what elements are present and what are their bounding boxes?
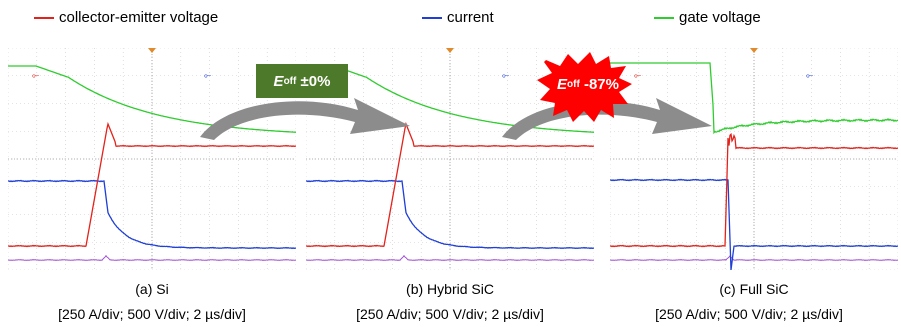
legend-label-current: current xyxy=(447,9,494,26)
marker-current: ⟜ xyxy=(806,71,813,81)
marker-vce: ⟜ xyxy=(634,71,641,81)
caption-hybrid-sic: (b) Hybrid SiC xyxy=(406,281,494,297)
marker-vce: ⟜ xyxy=(32,71,39,81)
caption-si: (a) Si xyxy=(135,281,169,297)
scope-panel-si: ⟜ ⟜ xyxy=(8,48,296,270)
legend-item-gate: gate voltage xyxy=(654,9,761,26)
scope-panel-hybrid-sic: ⟜⟜ xyxy=(306,48,594,270)
legend-label-gate: gate voltage xyxy=(679,9,761,26)
trigger-marker xyxy=(148,48,156,53)
legend-swatch-vce xyxy=(34,16,54,19)
series-line-aux xyxy=(610,255,898,261)
legend-item-current: current xyxy=(422,9,494,26)
eoff-value-hybrid: ±0% xyxy=(300,72,331,90)
scale-hybrid-sic: [250 A/div; 500 V/div; 2 µs/div] xyxy=(356,306,544,322)
scale-full-sic: [250 A/div; 500 V/div; 2 µs/div] xyxy=(655,306,843,322)
marker-current: ⟜ xyxy=(204,71,211,81)
trigger-marker xyxy=(446,48,454,53)
series-line-current xyxy=(610,178,898,270)
series-line-vce xyxy=(610,132,898,248)
scale-si: [250 A/div; 500 V/div; 2 µs/div] xyxy=(58,306,246,322)
eoff-symbol: E xyxy=(273,72,284,90)
caption-full-sic: (c) Full SiC xyxy=(719,281,789,297)
eoff-subscript: off xyxy=(283,75,297,87)
series-line-current xyxy=(8,179,296,250)
series-line-vce xyxy=(306,121,594,248)
legend-item-vce: collector-emitter voltage xyxy=(34,9,218,26)
scope-plot-si: ⟜ ⟜ xyxy=(8,48,296,270)
legend-swatch-current xyxy=(422,16,442,19)
series-line-aux xyxy=(8,254,296,261)
marker-current: ⟜ xyxy=(502,71,509,81)
scope-plot-full-sic: ⟜ ⟜ xyxy=(610,48,898,270)
scope-panel-full-sic: ⟜ ⟜ xyxy=(610,48,898,270)
legend-swatch-gate xyxy=(654,16,674,19)
series-line-gate xyxy=(610,62,898,135)
eoff-symbol: E xyxy=(557,75,568,93)
eoff-subscript: off xyxy=(567,78,580,90)
series-line-vce xyxy=(8,121,296,248)
trigger-marker xyxy=(750,48,758,53)
legend: collector-emitter voltage current gate v… xyxy=(0,9,901,29)
eoff-value-full: -87% xyxy=(583,75,619,93)
scope-grid xyxy=(610,48,898,270)
legend-label-vce: collector-emitter voltage xyxy=(59,9,219,26)
scope-grid xyxy=(8,48,296,270)
series-line-aux xyxy=(306,254,594,261)
series-line-current xyxy=(306,179,594,250)
